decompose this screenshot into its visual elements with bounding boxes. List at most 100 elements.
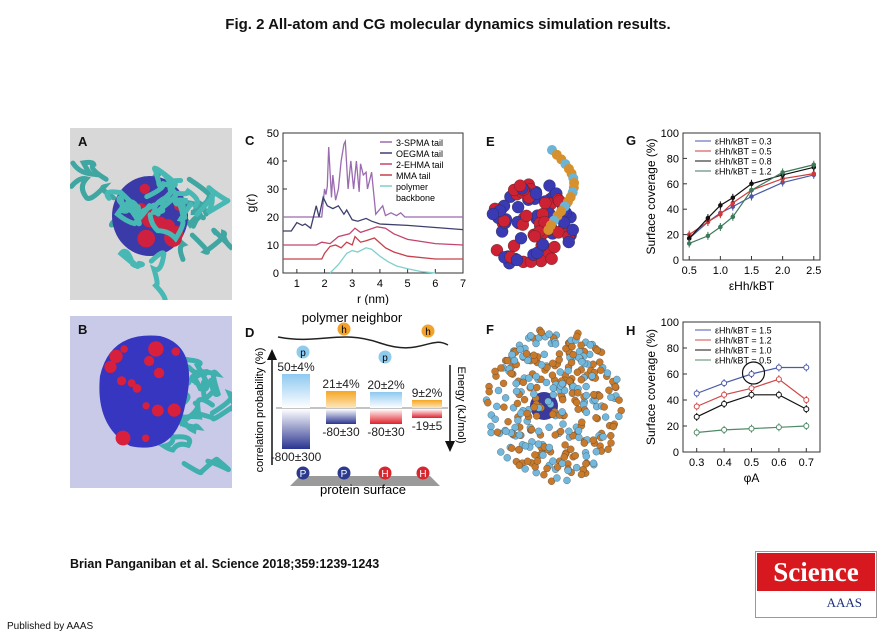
probability-value: 50±4% [277, 360, 315, 374]
polymer-bead [487, 422, 495, 431]
energy-bar [282, 409, 310, 449]
polymer-bead [604, 445, 612, 453]
y-tick-label: 100 [661, 317, 679, 329]
polymer-bead [555, 356, 563, 364]
polymer-bead [558, 459, 566, 468]
bead-label: p [382, 353, 388, 364]
probability-bar [326, 391, 356, 408]
polymer-strand [179, 397, 215, 427]
data-point [748, 385, 755, 392]
polymer-bead [545, 443, 553, 452]
hydrophobic-patch [148, 341, 164, 357]
series-line [283, 138, 463, 218]
polymer-bead [573, 368, 582, 376]
polymer-bead [508, 444, 516, 452]
polymer-bead [571, 451, 579, 460]
polymer-bead [504, 418, 512, 426]
polymer-bead [553, 474, 561, 482]
polymer-bead [522, 349, 531, 358]
data-point [803, 406, 810, 413]
data-point [705, 233, 711, 239]
panel-label-b: B [78, 322, 88, 337]
hydrophobic-patch [116, 376, 127, 386]
chart-c: 1 2 3 4 5 6 7 0 10 20 30 40 50 r (nm) g(r) 3-SPMA tailO… [244, 128, 466, 305]
data-point [705, 215, 711, 221]
polymer-bead [487, 428, 495, 437]
polymer-bead [582, 391, 591, 400]
polymer-bead [540, 350, 548, 358]
energy-bar [412, 409, 442, 418]
polymer-bead [535, 427, 543, 435]
cg-bead [566, 223, 579, 237]
plot-frame [282, 132, 464, 274]
data-point [693, 390, 700, 397]
polymer-bead [567, 445, 575, 453]
polymer-bead [565, 427, 573, 435]
x-tick-label: 2 [321, 278, 327, 290]
polymer-bead [521, 442, 530, 450]
polymer-bead [493, 402, 501, 411]
y-tick-label: 0 [673, 255, 679, 267]
protein-surface-label: protein surface [320, 482, 406, 497]
probability-value: 9±2% [412, 386, 443, 400]
data-point [811, 171, 817, 176]
surface-bead [296, 466, 310, 480]
energy-bar [370, 409, 402, 424]
panel-label-g: G [626, 133, 637, 148]
surface-bead-label: P [341, 469, 348, 480]
polymer-bead [577, 341, 585, 349]
polymer-bead [421, 324, 435, 338]
polymer-strand [117, 248, 145, 269]
polymer-bead [574, 427, 583, 435]
polymer-strand [148, 250, 168, 306]
polymer-bead [525, 374, 533, 382]
polymer-bead [515, 461, 523, 469]
hydrophobic-patch [141, 434, 150, 442]
polymer-bead [532, 339, 540, 348]
x-tick-label: 0.3 [689, 457, 704, 469]
energy-bar [326, 409, 356, 424]
polymer-bead [543, 464, 551, 473]
polymer-bead [533, 383, 541, 392]
polymer-strand [68, 176, 117, 201]
polymer-bead [532, 372, 540, 381]
polymer-bead [523, 409, 531, 418]
legend-label: εHh/kBT = 0.8 [715, 157, 772, 167]
polymer-bead [527, 332, 535, 340]
x-tick-label: 1.0 [713, 265, 728, 277]
polymer-bead [568, 342, 576, 351]
chart-h: 0.3 0.4 0.5 0.6 0.7 0 20 40 60 80 100 φA Surface cov… [644, 317, 821, 485]
hydrophobic-patch [139, 183, 150, 195]
polymer-bead [565, 377, 574, 385]
polymer-bead [484, 399, 492, 407]
x-axis-label: εHh/kBT [729, 279, 775, 293]
polymer-bead [588, 372, 596, 380]
polymer-bead [515, 445, 523, 454]
surface-bead [416, 466, 430, 480]
polymer-bead [544, 397, 552, 406]
data-point [718, 224, 723, 230]
legend-label: εHh/kBT = 0.5 [715, 147, 772, 157]
series-line [688, 166, 814, 239]
legend-label: backbone [396, 193, 435, 203]
polymer-bead [503, 454, 511, 462]
panel-label-e: E [486, 134, 495, 149]
polymer-bead [533, 457, 542, 465]
panel-e-image: E [480, 128, 610, 300]
hydrophobic-patch [137, 229, 156, 248]
polymer-bead [563, 476, 571, 485]
y-tick-label: 40 [267, 156, 279, 168]
polymer-bead [592, 448, 600, 456]
y-tick-label: 100 [661, 128, 679, 140]
hydrophobic-patch [171, 407, 180, 416]
polymer-chain [277, 336, 449, 349]
data-point [775, 424, 782, 431]
logo-science-wordmark: Science [757, 553, 875, 591]
bead-label: h [425, 327, 431, 338]
x-tick-label: 0.4 [716, 457, 731, 469]
polymer-bead [491, 367, 499, 376]
polymer-bead [507, 369, 515, 378]
x-tick-label: 0.5 [744, 457, 759, 469]
y-tick-label: 60 [667, 369, 679, 381]
polymer-bead [494, 386, 503, 395]
